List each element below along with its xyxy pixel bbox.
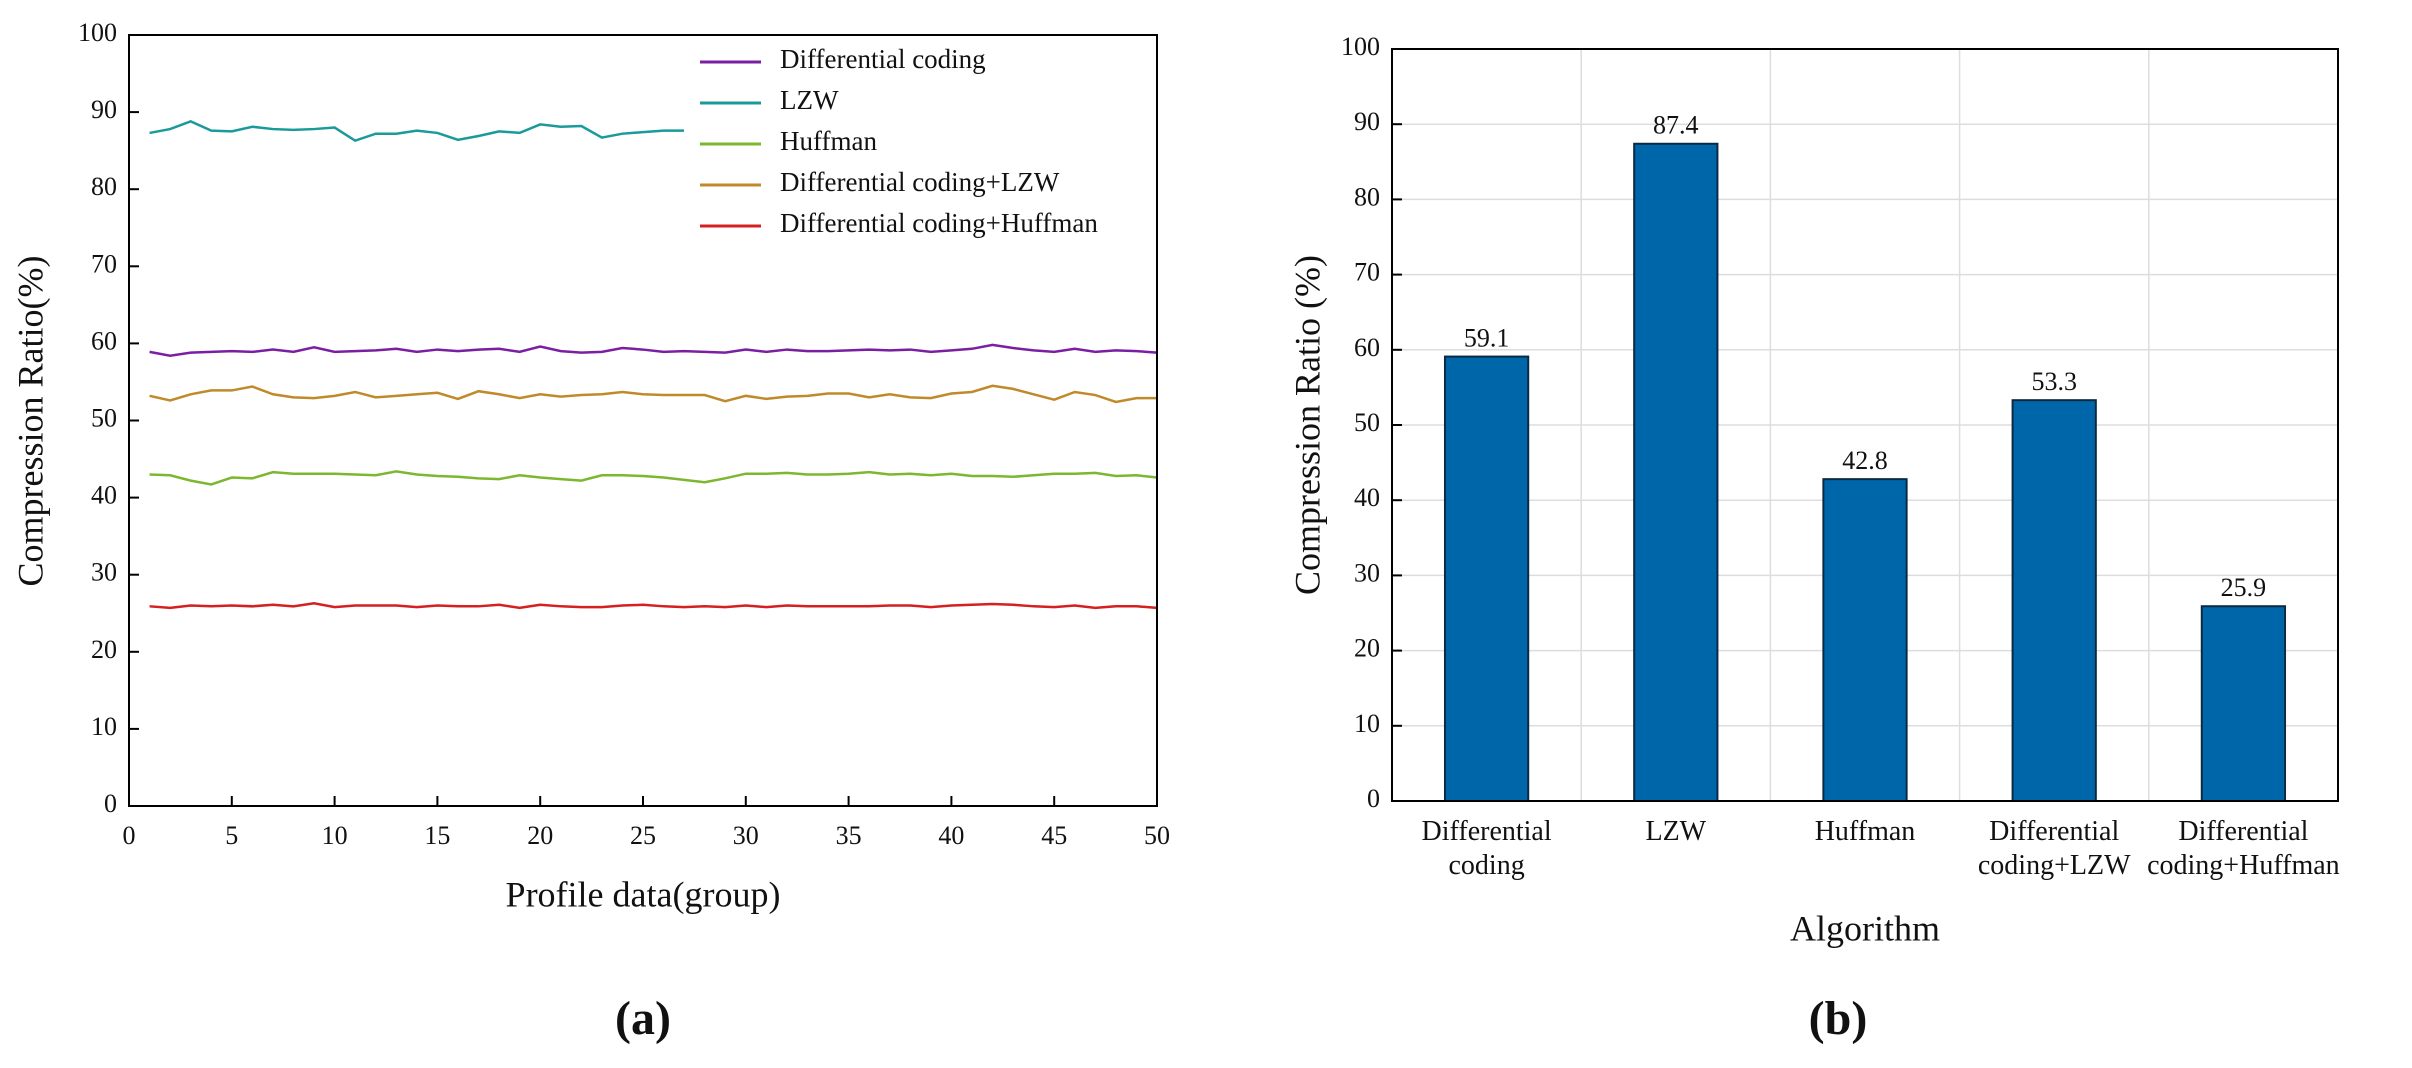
bar	[2011, 399, 2097, 802]
y-tick-label: 20	[91, 635, 117, 664]
value-label: 42.8	[1842, 446, 1888, 475]
x-tick-label: 30	[733, 821, 759, 850]
x-tick-label: 10	[322, 821, 348, 850]
y-tick-label: 0	[1367, 784, 1380, 813]
x-tick-label: Differential coding+Huffman	[2147, 816, 2340, 881]
value-label: 87.4	[1653, 111, 1699, 140]
legend-label: Huffman	[780, 126, 877, 156]
x-tick-label: Differential coding+LZW	[1977, 816, 2131, 881]
series-line	[149, 601, 1158, 610]
y-axis-label: Compression Ratio(%)	[10, 256, 50, 587]
y-tick-label: 90	[91, 95, 117, 124]
bar	[2200, 605, 2287, 802]
legend-box	[684, 38, 1155, 247]
value-label: 59.1	[1464, 324, 1510, 353]
x-tick-label: Huffman	[1814, 816, 1916, 847]
x-tick-label: 50	[1144, 821, 1170, 850]
series-line	[149, 384, 1157, 404]
x-tick-label: 15	[424, 821, 450, 850]
legend-label: Differential coding+LZW	[780, 167, 1060, 197]
y-tick-label: 30	[1354, 558, 1380, 587]
x-tick-label: LZW	[1645, 816, 1707, 847]
y-tick-label: 70	[1354, 258, 1380, 287]
y-tick-label: 0	[104, 789, 117, 818]
bar	[1822, 478, 1908, 802]
panel-label: (a)	[615, 992, 671, 1045]
y-tick-label: 20	[1354, 634, 1380, 663]
panel-label: (b)	[1809, 992, 1868, 1045]
legend-label: Differential coding	[780, 44, 986, 74]
value-label: 53.3	[2031, 367, 2077, 396]
x-tick-label: 40	[938, 821, 964, 850]
y-tick-label: 10	[1354, 709, 1380, 738]
y-tick-label: 60	[91, 326, 117, 355]
y-tick-label: 10	[91, 712, 117, 741]
x-tick-label: Differential coding	[1421, 816, 1552, 881]
plot-frame	[128, 34, 1158, 807]
x-axis-label: Profile data(group)	[506, 874, 781, 914]
series-line	[149, 470, 1158, 486]
y-tick-label: 60	[1354, 333, 1380, 362]
y-axis-label: Compression Ratio (%)	[1287, 255, 1327, 595]
bar	[1443, 355, 1530, 802]
y-tick-label: 50	[91, 403, 117, 432]
series-line	[149, 343, 1158, 358]
y-tick-label: 80	[1354, 182, 1380, 211]
x-tick-label: 35	[836, 821, 862, 850]
x-tick-label: 45	[1041, 821, 1067, 850]
y-tick-label: 90	[1354, 107, 1380, 136]
y-tick-label: 40	[1354, 483, 1380, 512]
y-tick-label: 80	[91, 172, 117, 201]
bar	[1633, 142, 1719, 802]
value-label: 25.9	[2221, 573, 2267, 602]
x-tick-label: 5	[225, 821, 238, 850]
legend-label: LZW	[780, 85, 839, 115]
y-tick-label: 100	[78, 18, 117, 47]
series-line	[149, 120, 705, 143]
x-tick-label: 20	[527, 821, 553, 850]
x-axis-label: Algorithm	[1790, 908, 1940, 948]
legend-label: Differential coding+Huffman	[780, 208, 1098, 238]
y-tick-label: 100	[1341, 32, 1380, 61]
y-tick-label: 30	[91, 558, 117, 587]
y-tick-label: 70	[91, 249, 117, 278]
x-tick-label: 25	[630, 821, 656, 850]
plot-frame	[1391, 48, 2339, 802]
y-tick-label: 50	[1354, 408, 1380, 437]
y-tick-label: 40	[91, 481, 117, 510]
x-tick-label: 0	[123, 821, 136, 850]
